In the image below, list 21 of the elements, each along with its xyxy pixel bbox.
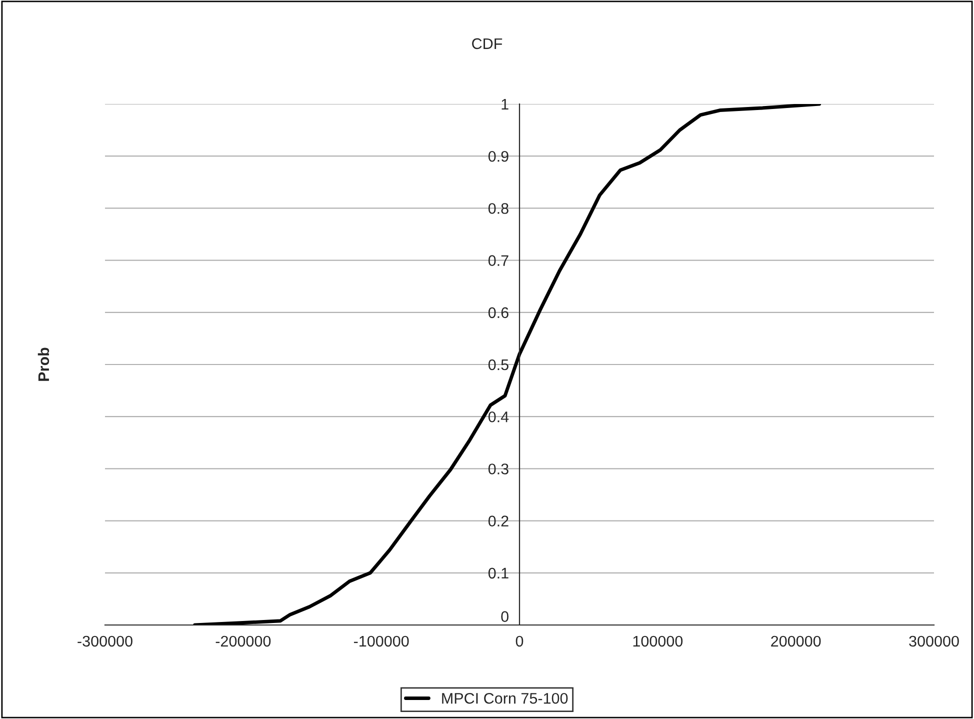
y-tick-label: 0.1 [488,568,508,579]
y-tick-label: 1 [502,99,508,110]
y-tick-label: 0.4 [488,411,509,422]
y-tick-label: 0.9 [488,150,508,162]
y-tick-label: 0.6 [488,307,508,318]
x-tick-label: -300000 [78,636,132,647]
x-tick-label: 200000 [771,636,821,647]
y-tick-label: 0.8 [488,203,508,214]
chart-title: CDF [472,38,502,50]
y-tick-label: 0 [501,611,508,622]
y-tick-label: 0.5 [488,359,508,370]
y-tick-label: 0.2 [488,516,508,526]
x-tick-label: 300000 [909,636,959,647]
legend-label: MPCI Corn 75-100 [442,692,568,704]
x-tick-label: -200000 [216,636,271,647]
x-tick-label: 0 [516,636,524,647]
y-axis-title: Prob [38,348,50,381]
y-tick-label: 0.3 [488,464,508,474]
x-tick-label: 100000 [633,636,683,647]
x-tick-label: -100000 [354,636,409,647]
y-tick-label: 0.7 [488,255,508,266]
